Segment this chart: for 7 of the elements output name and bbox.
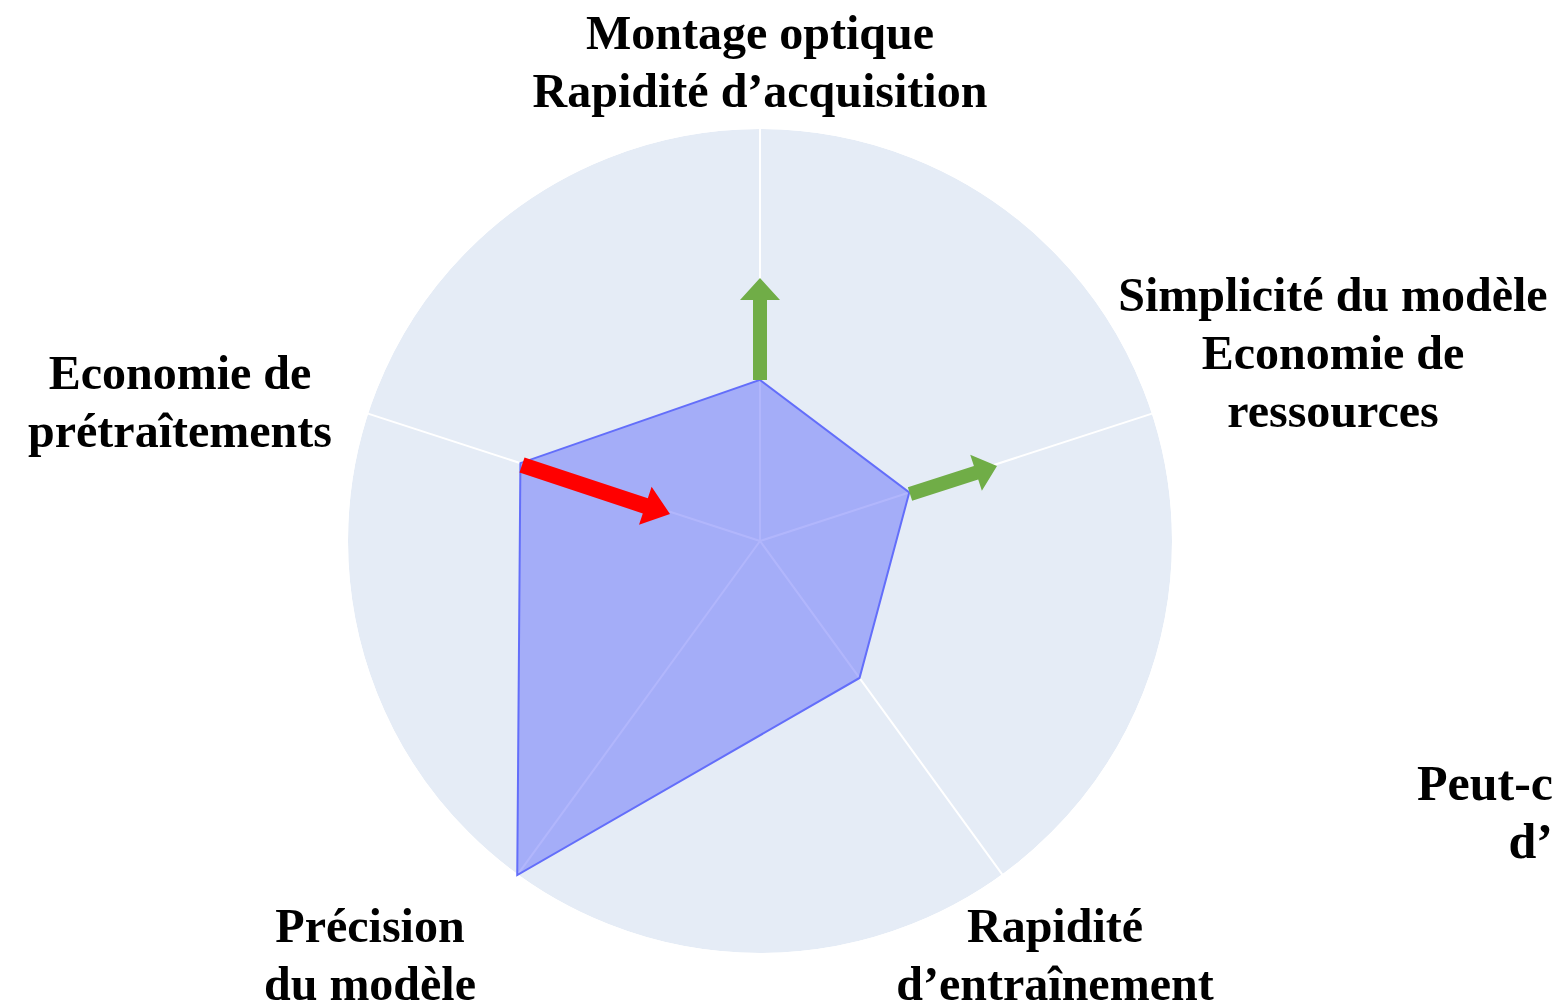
text: d’ — [1508, 813, 1553, 869]
spoke-label: Précision du modèle — [263, 898, 477, 1004]
spoke-label: Rapidité d’entraînement — [896, 898, 1214, 1004]
spoke-label: Simplicité du modèle Economie de ressources — [1118, 267, 1548, 437]
text: Peut-c — [1416, 755, 1553, 811]
spoke-label: Economie de prétraîtements — [28, 345, 332, 457]
spoke-label: Montage optique Rapidité d’acquisition — [532, 5, 988, 117]
